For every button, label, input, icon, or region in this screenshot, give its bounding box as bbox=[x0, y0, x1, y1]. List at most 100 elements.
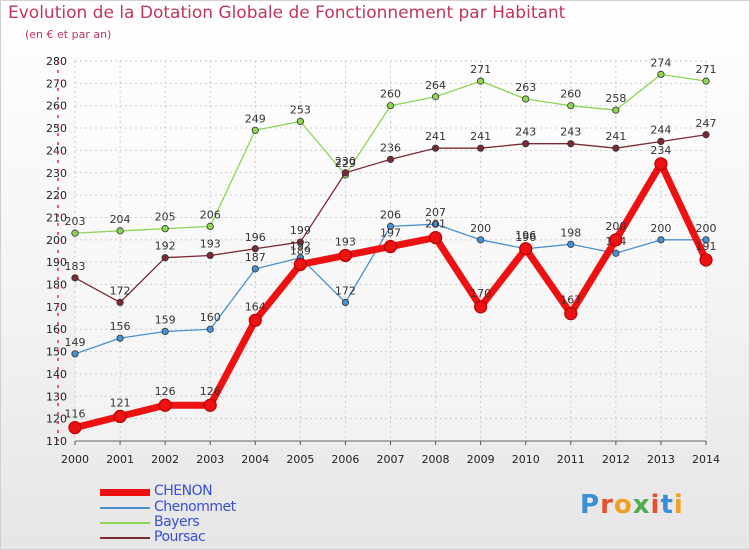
data-label-bayers: 253 bbox=[290, 103, 311, 116]
data-point-chenon bbox=[428, 230, 443, 245]
data-point-bayers bbox=[296, 117, 304, 125]
data-label-chenommet: 160 bbox=[200, 311, 221, 324]
data-point-poursac bbox=[657, 137, 665, 146]
data-point-chenommet bbox=[116, 334, 124, 342]
data-label-poursac: 236 bbox=[380, 141, 401, 154]
data-label-poursac: 193 bbox=[200, 237, 221, 250]
data-point-bayers bbox=[386, 102, 395, 110]
data-label-poursac: 199 bbox=[290, 224, 311, 237]
data-point-poursac bbox=[431, 144, 440, 152]
data-point-bayers bbox=[702, 77, 710, 85]
y-tick-label: 180 bbox=[46, 279, 67, 292]
data-label-bayers: 264 bbox=[425, 79, 446, 92]
data-point-chenommet bbox=[477, 236, 485, 244]
data-point-poursac bbox=[71, 274, 79, 282]
proxiti-logo: Proxiti bbox=[580, 490, 684, 520]
y-tick-label: 130 bbox=[46, 390, 67, 403]
data-point-bayers bbox=[161, 225, 169, 233]
data-label-bayers: 205 bbox=[155, 211, 176, 224]
y-tick-label: 110 bbox=[46, 435, 67, 448]
chart-title: Evolution de la Dotation Globale de Fonc… bbox=[8, 3, 566, 23]
y-tick-label: 170 bbox=[46, 301, 67, 314]
data-label-bayers: 258 bbox=[605, 92, 626, 105]
data-point-chenommet bbox=[612, 249, 620, 257]
data-label-poursac: 183 bbox=[65, 260, 86, 273]
legend-swatch-poursac bbox=[100, 537, 150, 539]
data-label-chenon: 200 bbox=[605, 220, 626, 233]
x-tick-label: 2005 bbox=[286, 453, 314, 466]
data-point-bayers bbox=[477, 77, 485, 85]
x-tick-label: 2000 bbox=[61, 453, 89, 466]
logo-letter: P bbox=[580, 490, 601, 520]
data-label-bayers: 274 bbox=[650, 56, 671, 69]
data-label-chenommet: 198 bbox=[560, 226, 581, 239]
data-point-poursac bbox=[341, 169, 350, 177]
data-label-chenommet: 200 bbox=[470, 222, 491, 235]
data-point-chenon bbox=[383, 239, 398, 254]
data-point-poursac bbox=[161, 254, 169, 262]
data-label-bayers: 229 bbox=[335, 157, 356, 170]
x-tick-label: 2011 bbox=[557, 453, 585, 466]
data-label-chenon: 126 bbox=[200, 385, 221, 398]
data-point-chenommet bbox=[71, 350, 79, 358]
y-tick-label: 150 bbox=[46, 346, 67, 359]
data-point-poursac bbox=[477, 144, 485, 152]
data-point-poursac bbox=[116, 298, 124, 307]
y-tick-label: 230 bbox=[46, 167, 67, 180]
data-point-chenon bbox=[203, 398, 217, 412]
data-label-chenommet: 192 bbox=[290, 240, 311, 253]
data-point-chenon bbox=[609, 233, 623, 247]
data-point-bayers bbox=[251, 126, 259, 134]
y-tick-label: 250 bbox=[46, 122, 67, 135]
data-label-chenommet: 196 bbox=[515, 231, 536, 244]
x-tick-label: 2007 bbox=[377, 453, 405, 466]
legend-swatch-chenommet bbox=[100, 507, 150, 509]
y-tick-label: 200 bbox=[46, 234, 67, 247]
data-point-chenommet bbox=[386, 222, 395, 231]
x-tick-label: 2012 bbox=[602, 453, 630, 466]
data-point-chenommet bbox=[341, 298, 350, 307]
data-label-poursac: 241 bbox=[425, 130, 446, 143]
data-point-bayers bbox=[116, 227, 124, 235]
data-label-chenommet: 172 bbox=[335, 284, 356, 297]
data-point-bayers bbox=[431, 93, 440, 101]
data-point-chenon bbox=[293, 257, 307, 272]
data-label-poursac: 243 bbox=[515, 126, 536, 139]
data-label-chenommet: 149 bbox=[65, 336, 86, 349]
y-tick-label: 220 bbox=[46, 189, 67, 202]
y-tick-label: 140 bbox=[46, 368, 67, 381]
data-label-chenon: 116 bbox=[65, 408, 86, 421]
data-label-bayers: 206 bbox=[200, 208, 221, 221]
logo-letter: x bbox=[632, 490, 651, 520]
legend-label-chenon: CHENON bbox=[154, 483, 213, 499]
legend-swatch-bayers bbox=[100, 522, 150, 524]
data-label-chenon: 193 bbox=[335, 235, 356, 248]
data-point-chenon bbox=[654, 157, 668, 171]
data-point-chenon bbox=[564, 306, 578, 321]
data-point-bayers bbox=[612, 106, 620, 114]
data-point-poursac bbox=[251, 245, 259, 253]
data-point-poursac bbox=[206, 251, 214, 260]
data-label-chenommet: 200 bbox=[696, 222, 717, 235]
data-point-chenommet bbox=[431, 220, 440, 228]
legend-label-poursac: Poursac bbox=[154, 529, 206, 545]
y-tick-label: 270 bbox=[46, 77, 67, 90]
y-tick-label: 260 bbox=[46, 100, 67, 113]
legend-label-bayers: Bayers bbox=[154, 514, 200, 530]
data-point-chenommet bbox=[161, 327, 169, 336]
data-label-chenommet: 156 bbox=[110, 320, 131, 333]
data-label-chenon: 121 bbox=[110, 396, 131, 409]
y-tick-label: 190 bbox=[46, 256, 67, 269]
data-point-chenommet bbox=[567, 240, 575, 248]
data-label-bayers: 204 bbox=[110, 213, 131, 226]
data-label-poursac: 192 bbox=[155, 240, 176, 253]
data-label-poursac: 241 bbox=[470, 130, 491, 143]
data-label-poursac: 244 bbox=[650, 123, 671, 136]
data-point-chenon bbox=[338, 248, 353, 263]
data-label-bayers: 271 bbox=[696, 63, 717, 76]
logo-letter: o bbox=[613, 490, 633, 520]
data-point-chenommet bbox=[251, 265, 259, 273]
y-tick-label: 240 bbox=[46, 144, 67, 157]
data-point-chenon bbox=[68, 420, 82, 435]
